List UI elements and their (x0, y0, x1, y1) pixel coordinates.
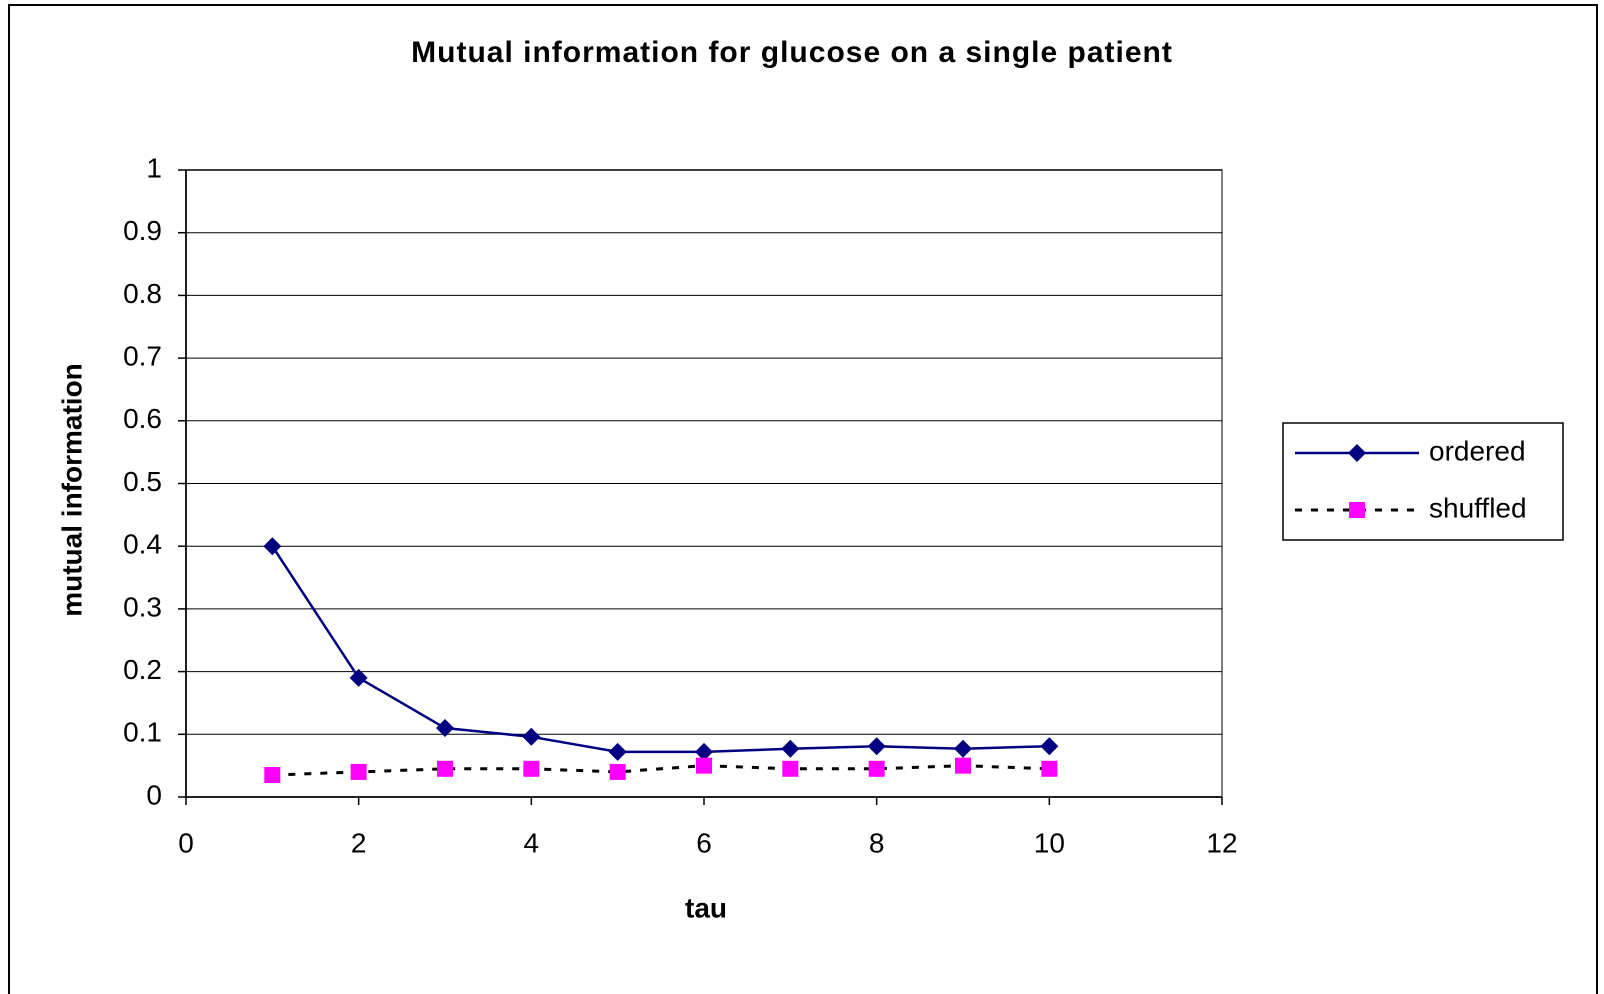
data-point (609, 763, 626, 780)
y-tick-label: 0.6 (123, 403, 162, 434)
legend (1282, 422, 1564, 541)
chart-title: Mutual information for glucose on a sing… (411, 36, 1173, 69)
data-point (955, 757, 971, 774)
y-tick-label: 0.2 (123, 654, 162, 685)
y-axis-label: mutual information (56, 363, 87, 617)
x-tick-label: 0 (178, 827, 194, 858)
x-tick-label: 6 (696, 827, 712, 858)
data-point (523, 760, 540, 777)
y-tick-label: 0 (146, 779, 162, 810)
y-tick-label: 0.9 (123, 215, 162, 246)
data-point (522, 727, 541, 746)
x-tick-label: 10 (1034, 827, 1065, 858)
y-tick-label: 0.5 (123, 466, 162, 497)
y-tick-label: 0.7 (123, 340, 162, 371)
data-point (263, 537, 282, 556)
y-tick-label: 0.4 (123, 529, 162, 560)
y-tick-label: 0.8 (123, 278, 162, 309)
x-tick-label: 12 (1206, 827, 1237, 858)
data-point (781, 739, 800, 758)
data-point (695, 742, 713, 761)
y-tick-label: 1 (146, 152, 162, 183)
x-tick-label: 4 (524, 827, 540, 858)
chart-frame (8, 4, 1598, 994)
data-point (350, 763, 367, 780)
series-line (271, 545, 1050, 754)
y-tick-label: 0.3 (123, 591, 162, 622)
legend-marker (1349, 502, 1365, 518)
data-point (1040, 737, 1059, 756)
data-point (1041, 760, 1058, 777)
data-point (264, 767, 281, 784)
data-point (437, 760, 453, 777)
data-point (608, 742, 627, 761)
legend-marker (1348, 444, 1366, 462)
legend-label: ordered (1429, 435, 1526, 466)
y-tick-label: 0.1 (123, 717, 162, 748)
data-point (868, 760, 885, 777)
x-axis-label: tau (685, 892, 727, 923)
data-point (696, 757, 712, 774)
legend-label: shuffled (1429, 492, 1527, 523)
data-point (954, 739, 972, 758)
x-tick-label: 8 (869, 827, 885, 858)
data-point (782, 760, 799, 777)
data-point (349, 668, 368, 687)
x-tick-label: 2 (351, 827, 367, 858)
data-point (867, 737, 886, 756)
series-line (272, 764, 1050, 777)
data-point (436, 719, 454, 738)
